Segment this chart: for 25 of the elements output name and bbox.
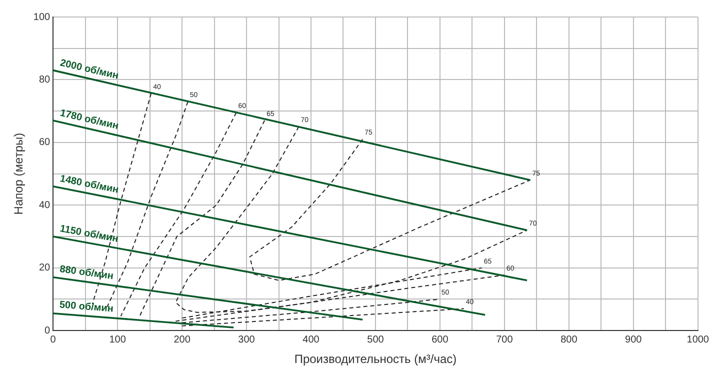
x-tick-label: 1000: [686, 334, 710, 346]
x-tick-label: 700: [496, 334, 514, 346]
y-tick-label: 0: [44, 325, 51, 336]
text: 880 об/мин: [58, 264, 114, 282]
y-tick-label: 100: [33, 12, 51, 23]
y-tick-label: 20: [38, 262, 51, 274]
text: 1150 об/мин: [58, 224, 120, 245]
x-tick-label: 600: [432, 334, 449, 346]
y-tick-label: 60: [38, 137, 51, 148]
x-axis-title: Производительность (м³/час): [294, 352, 457, 366]
x-tick-label: 500: [367, 334, 384, 346]
series-label: 500 об/мин: [59, 300, 114, 315]
line-series: [249, 138, 531, 281]
x-tick-label: 100: [109, 334, 126, 346]
x-tick-label: 200: [174, 334, 191, 346]
x-tick-label: 300: [238, 334, 256, 346]
y-tick-label: 40: [38, 200, 51, 211]
x-tick-label: 900: [625, 334, 642, 346]
text: 1480 об/мин: [58, 173, 120, 196]
text: 1780 об/мин: [58, 108, 120, 132]
y-tick-label: 80: [38, 74, 51, 86]
x-tick-label: 800: [560, 334, 578, 346]
y-axis-title: Напор (метры): [12, 132, 26, 215]
text: 2000 об/мин: [58, 58, 120, 82]
x-tick-label: 400: [302, 334, 320, 346]
